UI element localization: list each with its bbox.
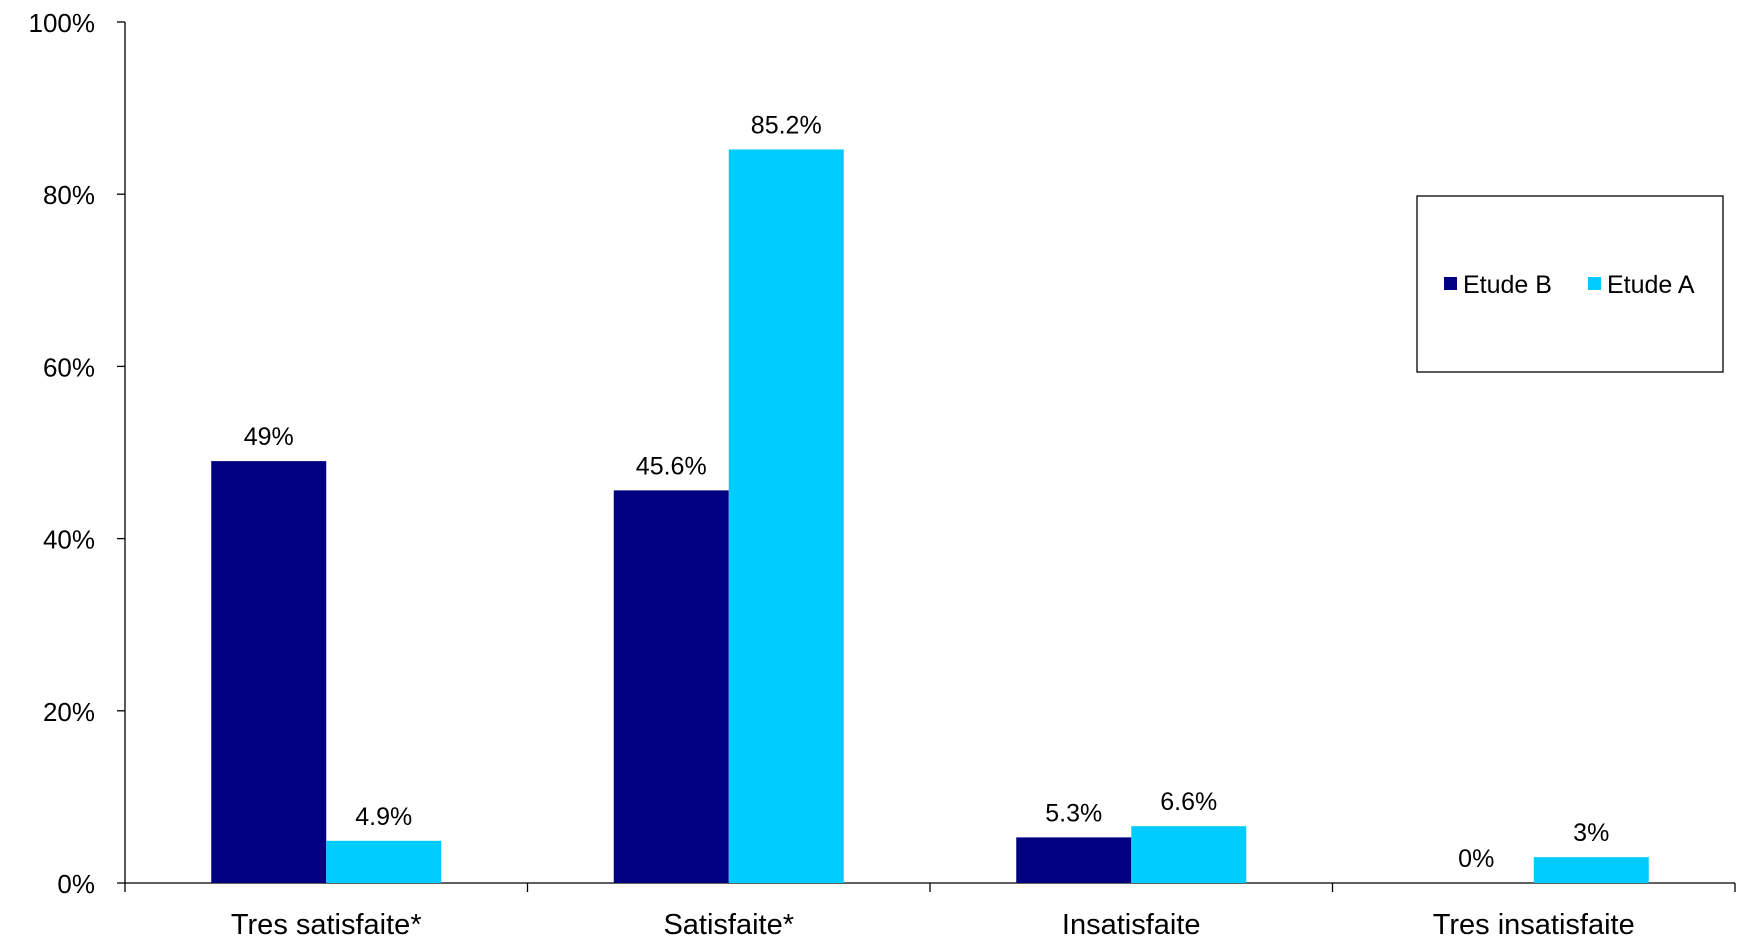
- legend-label: Etude A: [1607, 271, 1695, 299]
- bar: [326, 840, 442, 883]
- data-labels: 49% 4.9% 45.6% 85.2% 5.3% 6.6% 0% 3%: [244, 111, 1610, 873]
- y-tick-label: 0%: [57, 869, 95, 899]
- legend: Etude B Etude A: [1416, 195, 1724, 373]
- data-label: 0%: [1458, 845, 1494, 873]
- legend-swatch: [1444, 277, 1457, 290]
- legend-label: Etude B: [1463, 271, 1552, 299]
- data-label: 5.3%: [1045, 799, 1102, 827]
- bar: [1131, 826, 1247, 883]
- axes: 0% 20% 40% 60% 80% 100% Tres satisfaite* Satisf…: [29, 8, 1736, 941]
- y-tick-label: 80%: [43, 180, 95, 210]
- y-tick-label: 60%: [43, 352, 95, 382]
- bar: [211, 461, 327, 883]
- bars: [211, 149, 1649, 884]
- x-tick-label: Satisfaite*: [663, 909, 794, 941]
- data-label: 3%: [1573, 819, 1609, 847]
- data-label: 6.6%: [1160, 788, 1217, 816]
- bar: [1533, 857, 1649, 883]
- y-tick-label: 20%: [43, 697, 95, 727]
- x-tick-label: Insatisfaite: [1062, 909, 1201, 941]
- bar: [728, 149, 844, 884]
- x-tick-label: Tres insatisfaite: [1433, 909, 1635, 941]
- data-label: 45.6%: [636, 452, 707, 480]
- bar: [613, 490, 729, 883]
- legend-swatch: [1588, 277, 1601, 290]
- y-tick-label: 40%: [43, 525, 95, 555]
- x-tick-label: Tres satisfaite*: [231, 909, 422, 941]
- data-label: 85.2%: [751, 111, 822, 139]
- data-label: 4.9%: [355, 803, 412, 831]
- bar: [1016, 837, 1132, 883]
- data-label: 49%: [244, 423, 294, 451]
- y-tick-label: 100%: [29, 8, 96, 38]
- legend-box: [1416, 195, 1724, 373]
